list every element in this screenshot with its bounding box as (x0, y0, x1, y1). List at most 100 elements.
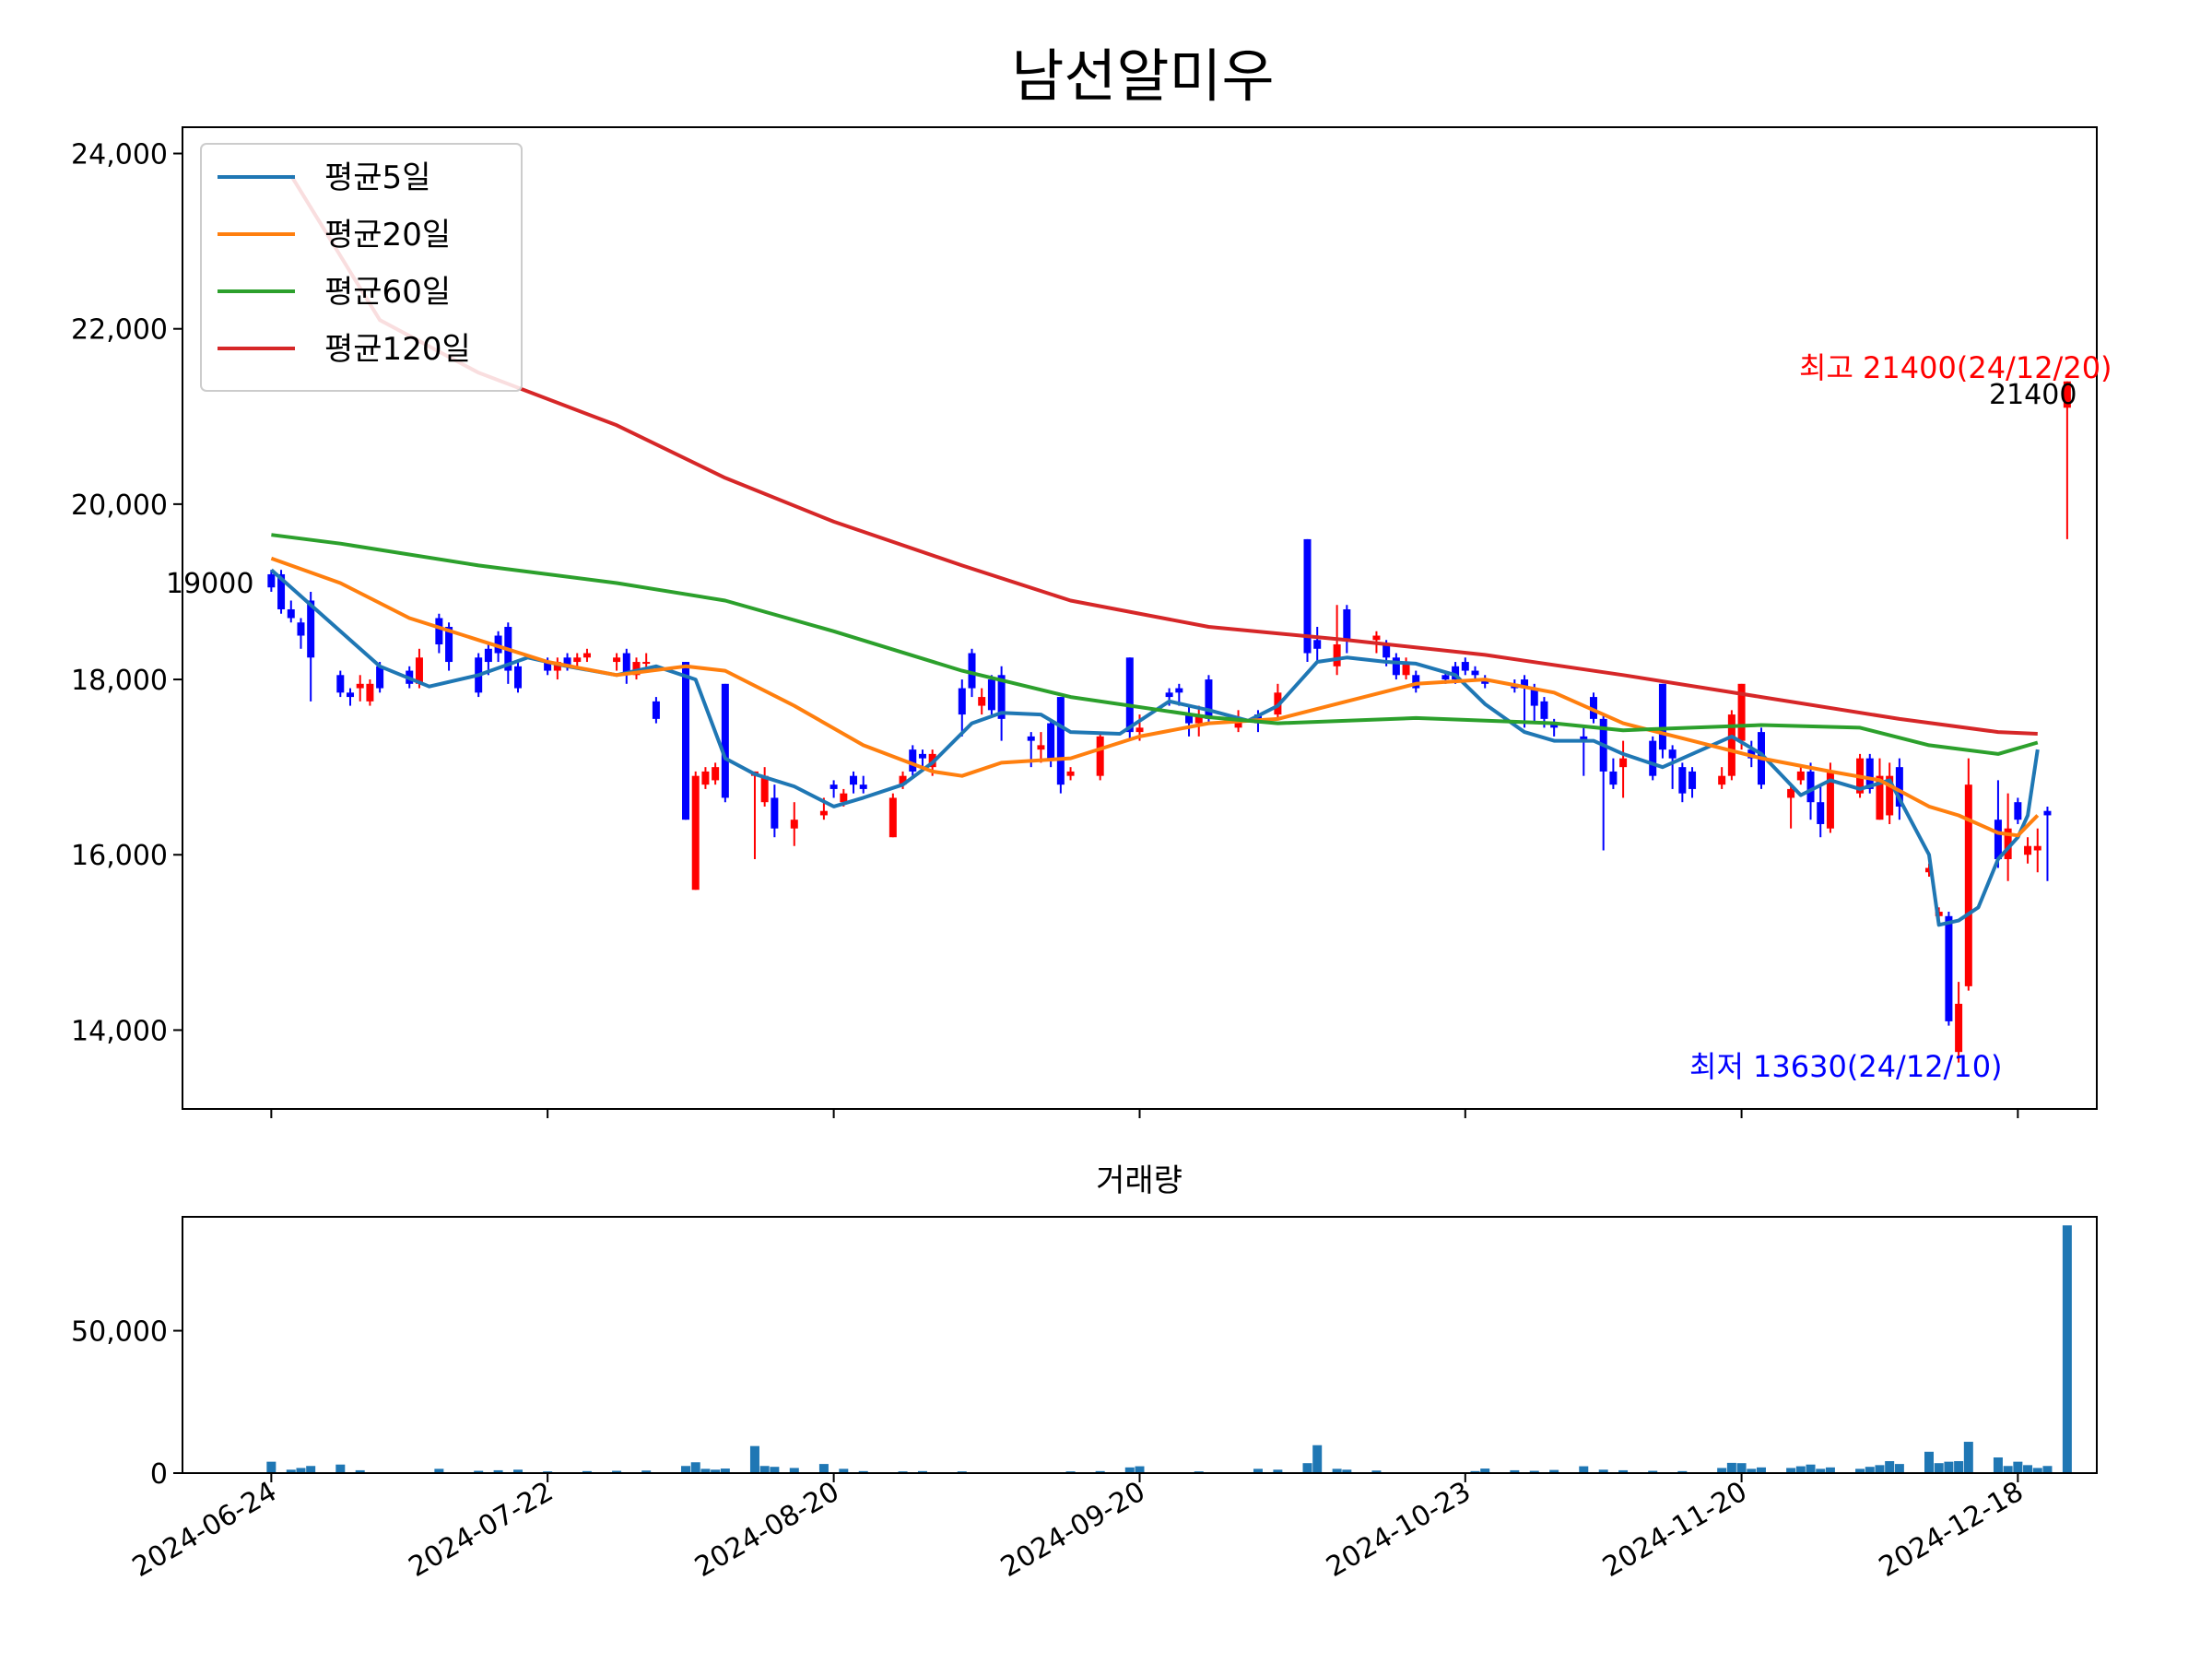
date-tick-label: 2024-11-20 (1597, 1476, 1752, 1584)
candle-body (978, 697, 986, 706)
candle-body (1343, 608, 1351, 641)
candle-body (267, 573, 276, 588)
candle-body (573, 657, 582, 663)
candle-body (682, 662, 690, 820)
candle-body (1530, 688, 1538, 706)
candle-body (1817, 802, 1825, 824)
candle-body (1806, 771, 1815, 803)
candle-body (307, 600, 315, 658)
candle-body (1994, 820, 2002, 859)
volume-bar (1717, 1468, 1727, 1473)
date-axis: 2024-06-24 2024-07-22 2024-08-20 2024-09-20… (127, 1473, 2029, 1584)
volume-bar (1993, 1457, 2003, 1473)
candle-body (997, 675, 1006, 719)
candle-body (790, 820, 798, 829)
volume-bar (1579, 1466, 1589, 1473)
volume-bar (1648, 1470, 1658, 1473)
candle-body (2043, 810, 2052, 816)
volume-bar (641, 1470, 652, 1473)
volume-bar (266, 1461, 276, 1473)
date-tick-label: 2024-09-20 (995, 1476, 1150, 1584)
volume-bars (266, 1225, 2072, 1473)
volume-bar (1342, 1469, 1352, 1473)
candle-body (1471, 670, 1479, 676)
volume-bar (711, 1469, 721, 1473)
volume-bar (1135, 1466, 1145, 1473)
volume-bar (1677, 1470, 1688, 1473)
volume-bar (1816, 1468, 1826, 1473)
candle-body (819, 810, 828, 816)
volume-bar (1253, 1468, 1263, 1473)
candle-body (1175, 688, 1183, 693)
ma-line-평균5일 (270, 568, 2040, 927)
volume-bar (1480, 1468, 1490, 1473)
volume-bar (1885, 1461, 1895, 1473)
price-y-tick-label: 14,000 (71, 1015, 168, 1047)
date-tick-label: 2024-08-20 (689, 1476, 844, 1584)
ma-line-평균60일 (271, 533, 2039, 756)
legend-label-120: 평균120일 (324, 331, 471, 368)
candle-body (1550, 723, 1559, 728)
candle-body (1668, 749, 1677, 759)
candle-body (1392, 657, 1400, 676)
legend-label-20: 평균20일 (324, 217, 451, 254)
legend-label-5: 평균5일 (324, 159, 430, 196)
candle-body (1333, 644, 1341, 666)
candle-body (1737, 683, 1746, 741)
candlestick-series (267, 381, 2071, 1063)
candle-body (850, 775, 858, 785)
candle-body (544, 662, 552, 671)
volume-bar (759, 1466, 770, 1473)
volume-bar (1786, 1468, 1796, 1473)
candle-body (712, 767, 720, 781)
volume-bar (1095, 1470, 1105, 1473)
volume-bar (434, 1468, 444, 1473)
moving-average-lines (270, 174, 2040, 927)
volume-y-tick-label: 0 (150, 1458, 168, 1491)
candle-body (1658, 683, 1666, 750)
legend-label-60: 평균60일 (324, 274, 451, 311)
date-tick-label: 2024-07-22 (404, 1476, 559, 1584)
volume-bar (286, 1469, 296, 1473)
candle-body (445, 627, 453, 663)
candle-body (1382, 644, 1391, 658)
volume-bar (1736, 1463, 1747, 1473)
candle-body (899, 775, 907, 785)
candle-body (1796, 771, 1805, 781)
candle-body (1096, 736, 1104, 776)
volume-bar (1963, 1442, 1973, 1473)
candle-body (415, 657, 423, 684)
volume-bar (1944, 1461, 1954, 1473)
candle-body (1619, 758, 1628, 768)
volume-bar (1618, 1469, 1629, 1473)
high-annotation: 최고 21400(24/12/20) (1799, 350, 2112, 385)
candle-body (1895, 767, 1903, 807)
candle-body (1521, 679, 1529, 689)
chart-title: 남선알미우 (1011, 42, 1274, 110)
end-price-label: 21400 (1989, 379, 2077, 411)
candle-body (563, 657, 571, 666)
volume-bar (1875, 1465, 1885, 1473)
volume-bar (1825, 1467, 1835, 1473)
candle-body (1165, 692, 1173, 698)
candle-body (701, 771, 710, 785)
candle-body (277, 573, 286, 609)
candle-body (1540, 701, 1548, 719)
volume-bar (1747, 1468, 1757, 1473)
candle-body (435, 618, 443, 645)
candle-body (553, 662, 561, 671)
candle-body (1056, 697, 1065, 785)
candle-body (840, 793, 848, 803)
volume-bar (1549, 1469, 1559, 1473)
candle-body (1125, 657, 1134, 733)
volume-title: 거래량 (1096, 1162, 1182, 1199)
candle-body (2024, 845, 2032, 855)
volume-bar (1795, 1466, 1806, 1473)
candle-body (1441, 675, 1450, 680)
candle-body (909, 749, 917, 772)
candle-body (1066, 771, 1075, 776)
candle-body (1649, 740, 1657, 776)
volume-bar (858, 1470, 868, 1473)
